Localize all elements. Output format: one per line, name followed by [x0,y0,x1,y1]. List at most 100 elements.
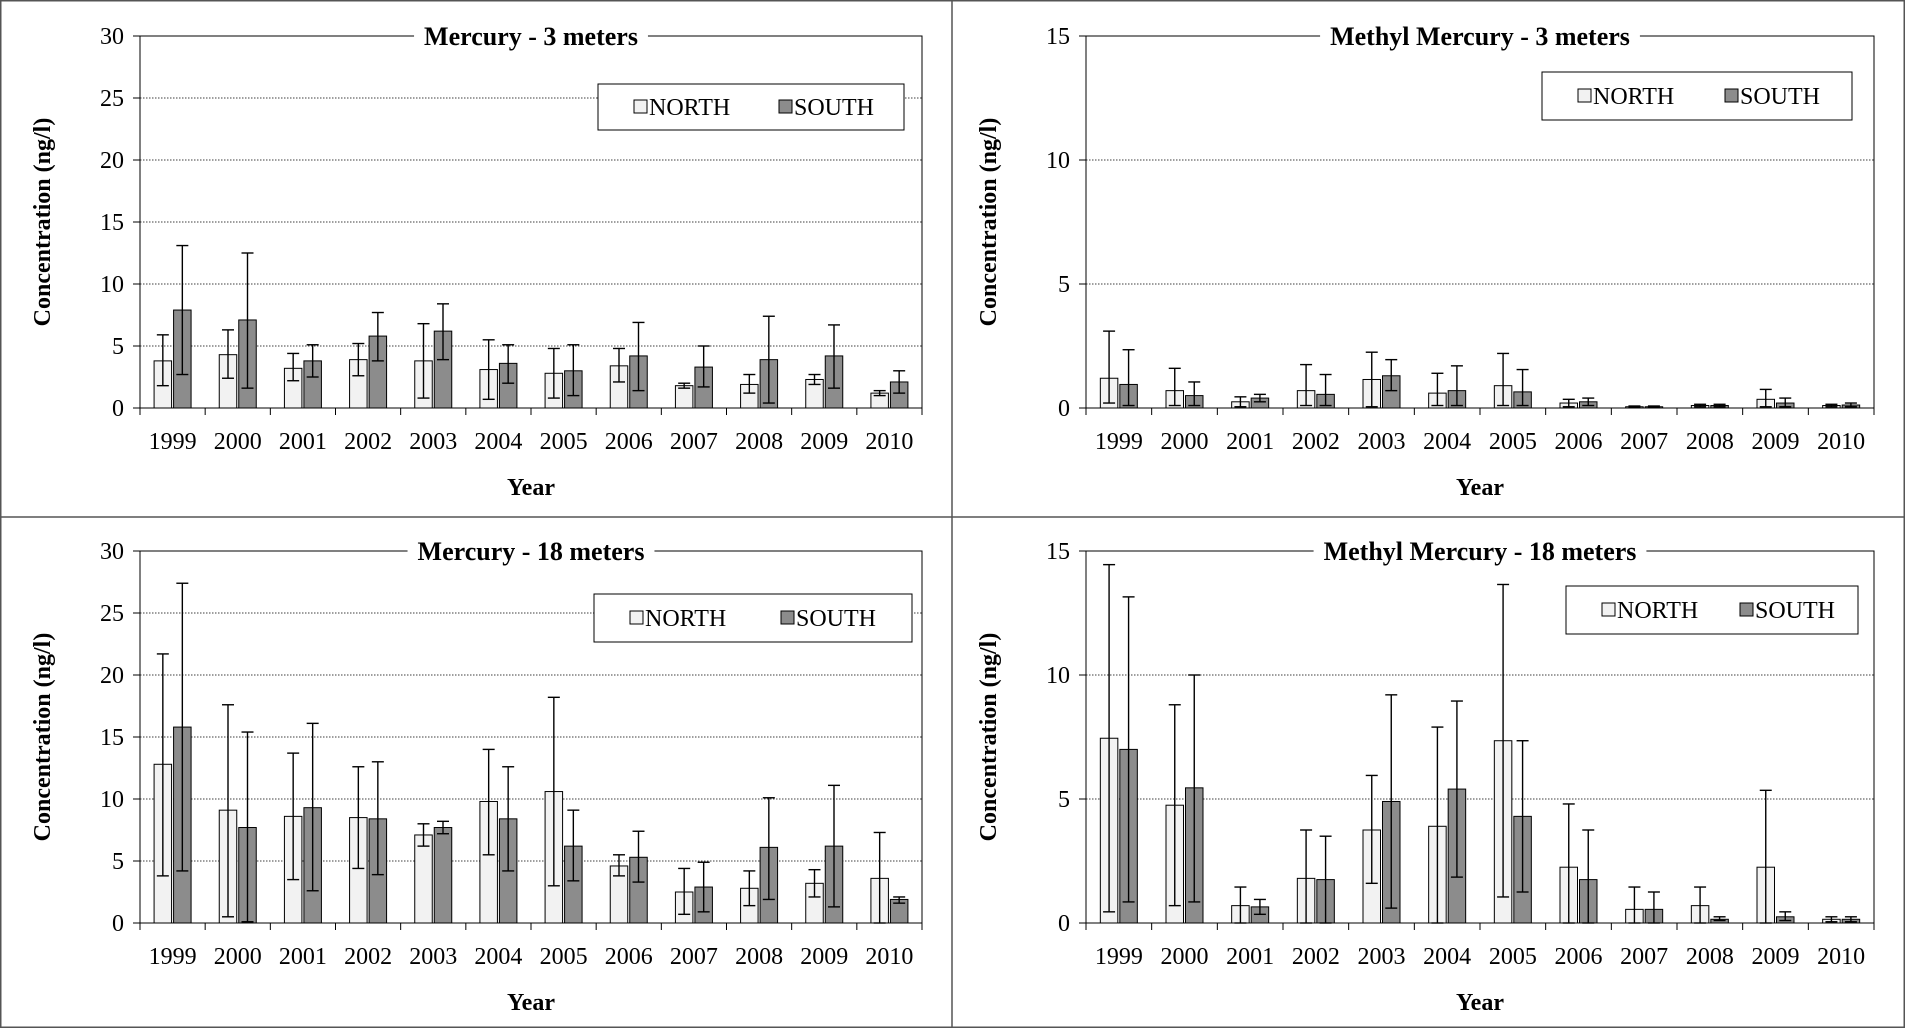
y-tick-label: 0 [1058,911,1070,937]
x-tick-label: 2001 [279,429,327,455]
y-tick-label: 0 [112,911,124,937]
y-tick-label: 5 [1058,787,1070,813]
x-tick-label: 2004 [1423,944,1471,970]
x-tick-label: 2002 [1292,429,1340,455]
north-bar [414,834,433,924]
x-tick-label: 2006 [605,429,653,455]
y-axis-title: Concentration (ng/l) [30,633,56,842]
x-tick-label: 1999 [149,429,197,455]
y-tick-label: 30 [100,539,124,565]
x-tick-label: 2005 [1489,944,1537,970]
y-tick-label: 20 [100,148,124,174]
x-tick-label: 2010 [865,944,913,970]
x-tick-label: 2006 [605,944,653,970]
y-tick-label: 25 [100,601,124,627]
legend-label-north: NORTH [1593,84,1674,110]
north-bar [674,385,694,409]
x-tick-label: 2008 [1686,944,1734,970]
legend-swatch-south [780,610,795,625]
x-tick-label: 1999 [1095,429,1143,455]
legend-label-north: NORTH [645,606,726,632]
x-tick-label: 2000 [214,429,262,455]
x-tick-label: 2006 [1555,944,1603,970]
y-tick-label: 15 [100,725,124,751]
legend-label-south: SOUTH [796,606,876,632]
x-tick-label: 2009 [800,944,848,970]
x-tick-label: 2001 [1226,429,1274,455]
x-tick-label: 2010 [865,429,913,455]
legend-label-south: SOUTH [794,95,874,121]
legend-swatch-north [1577,88,1592,103]
y-tick-label: 15 [1046,24,1070,50]
x-tick-label: 2003 [409,429,457,455]
x-tick-label: 2002 [344,944,392,970]
chart-title: Mercury - 18 meters [418,537,645,566]
x-tick-label: 2007 [670,944,718,970]
y-tick-label: 10 [100,272,124,298]
chart-title-background [414,18,648,52]
chart-title-background [1320,18,1640,52]
x-tick-label: 2003 [1358,429,1406,455]
chart-title: Methyl Mercury - 18 meters [1324,537,1637,566]
legend-box [1541,71,1853,121]
x-axis-title: Year [1456,990,1504,1016]
y-tick-label: 10 [1046,148,1070,174]
x-tick-label: 1999 [1095,944,1143,970]
x-tick-label: 2000 [1161,429,1209,455]
x-tick-label: 2009 [1752,429,1800,455]
x-tick-label: 2003 [409,944,457,970]
x-tick-label: 2008 [1686,429,1734,455]
y-tick-label: 25 [100,86,124,112]
legend-label-south: SOUTH [1755,598,1835,624]
legend-swatch-north [1601,602,1616,617]
x-tick-label: 2004 [474,944,522,970]
x-axis-title: Year [1456,475,1504,501]
x-tick-label: 2008 [735,944,783,970]
y-axis-title: Concentration (ng/l) [30,118,56,327]
y-axis-title: Concentration (ng/l) [976,118,1002,327]
x-tick-label: 2009 [1752,944,1800,970]
x-tick-label: 2005 [540,429,588,455]
x-tick-label: 2001 [279,944,327,970]
legend-box [593,593,913,643]
legend-swatch-south [1739,602,1754,617]
y-tick-label: 10 [1046,663,1070,689]
x-tick-label: 2010 [1817,429,1865,455]
legend-swatch-south [778,99,793,114]
x-tick-label: 2010 [1817,944,1865,970]
legend-label-south: SOUTH [1740,84,1820,110]
y-tick-label: 15 [1046,539,1070,565]
x-tick-label: 2007 [670,429,718,455]
y-tick-label: 20 [100,663,124,689]
x-tick-label: 2002 [1292,944,1340,970]
y-axis-title: Concentration (ng/l) [976,633,1002,842]
x-tick-label: 1999 [149,944,197,970]
x-tick-label: 2005 [540,944,588,970]
x-tick-label: 2001 [1226,944,1274,970]
y-tick-label: 0 [1058,396,1070,422]
x-axis-title: Year [507,475,555,501]
x-axis-title: Year [507,990,555,1016]
y-tick-label: 5 [112,334,124,360]
legend-box [597,83,905,131]
y-tick-label: 30 [100,24,124,50]
legend-swatch-north [633,99,648,114]
legend-swatch-south [1724,88,1739,103]
chart-title-background [407,533,655,567]
x-tick-label: 2007 [1620,429,1668,455]
y-tick-label: 10 [100,787,124,813]
x-tick-label: 2005 [1489,429,1537,455]
x-tick-label: 2004 [1423,429,1471,455]
x-tick-label: 2004 [474,429,522,455]
x-tick-label: 2000 [1161,944,1209,970]
chart-title: Mercury - 3 meters [424,22,638,51]
x-tick-label: 2002 [344,429,392,455]
x-tick-label: 2000 [214,944,262,970]
y-tick-label: 0 [112,396,124,422]
x-tick-label: 2006 [1555,429,1603,455]
legend-label-north: NORTH [1617,598,1698,624]
legend-label-north: NORTH [649,95,730,121]
chart-title-background [1313,533,1647,567]
x-tick-label: 2009 [800,429,848,455]
